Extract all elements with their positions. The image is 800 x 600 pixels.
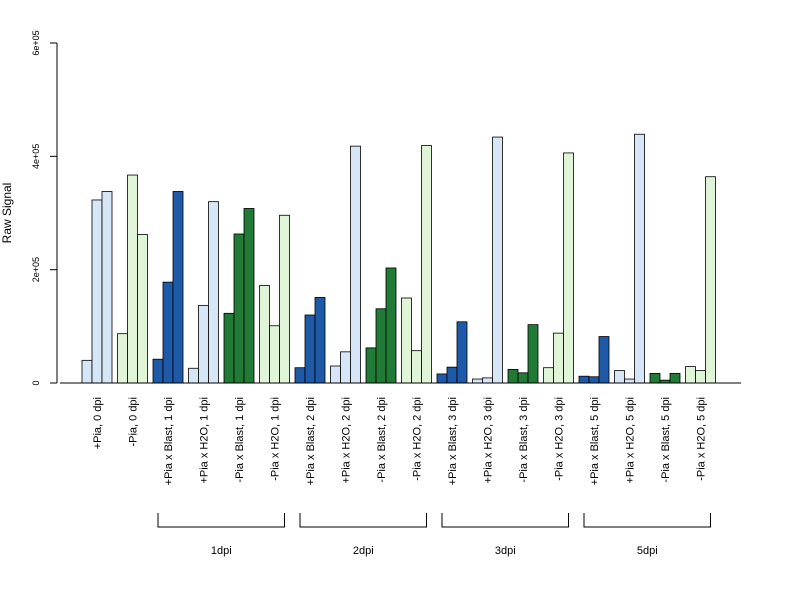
bar <box>137 234 148 384</box>
bar <box>649 372 661 384</box>
x-tick-label: +Pia x Blast, 5 dpi <box>589 397 601 485</box>
bar <box>685 366 696 384</box>
bar <box>695 370 706 384</box>
group-bracket <box>157 513 285 528</box>
y-tick-label: 0 <box>31 380 41 385</box>
bar <box>243 208 255 384</box>
y-tick-label: 2e+05 <box>31 257 41 282</box>
x-tick-label: -Pia x H2O, 1 dpi <box>270 397 282 481</box>
bar <box>330 365 341 384</box>
bar <box>421 145 432 384</box>
bar <box>350 145 361 384</box>
group-label: 2dpi <box>353 545 374 557</box>
bar <box>517 372 529 384</box>
x-tick-label: -Pia x H2O, 2 dpi <box>412 397 424 481</box>
x-tick-label: -Pia x Blast, 3 dpi <box>518 397 530 483</box>
bar <box>117 333 128 384</box>
bar <box>507 368 519 384</box>
bar <box>588 376 600 384</box>
bar <box>294 367 306 384</box>
bar <box>553 332 564 384</box>
x-tick-label: +Pia x Blast, 2 dpi <box>305 397 317 485</box>
bar <box>279 214 290 384</box>
bar <box>543 367 554 384</box>
group-brackets: 1dpi 2dpi 3dpi 5dpi <box>157 513 711 557</box>
bar <box>340 351 351 384</box>
bar <box>223 312 235 384</box>
bar <box>269 325 280 384</box>
x-tick-label: -Pia x Blast, 5 dpi <box>660 397 672 483</box>
bar <box>101 191 113 384</box>
bar <box>456 321 468 384</box>
bar <box>482 377 493 384</box>
x-tick-labels: +Pia, 0 dpi -Pia, 0 dpi +Pia x Blast, 1 dp… <box>92 397 708 485</box>
bar <box>436 373 448 384</box>
bar <box>81 359 93 384</box>
bar <box>172 191 184 384</box>
x-tick-label: +Pia x H2O, 2 dpi <box>341 397 353 484</box>
bar <box>162 281 174 384</box>
bar <box>634 133 645 384</box>
bar <box>365 347 377 384</box>
bar <box>578 375 590 384</box>
group-bracket <box>441 513 569 528</box>
bar <box>411 350 422 384</box>
bar <box>198 304 209 384</box>
bar <box>304 314 316 384</box>
x-tick-label: +Pia, 0 dpi <box>92 397 104 449</box>
y-axis: 0 2e+05 4e+05 6e+05 <box>31 30 58 386</box>
bar <box>492 136 503 384</box>
y-tick-label: 6e+05 <box>31 30 41 55</box>
bar <box>705 176 716 384</box>
bar <box>91 199 103 384</box>
x-tick-label: +Pia x H2O, 3 dpi <box>483 397 495 484</box>
bar <box>233 233 245 384</box>
bar <box>669 372 681 384</box>
bar <box>375 308 387 384</box>
bar <box>208 201 219 384</box>
bar <box>385 267 397 384</box>
bar <box>563 152 574 384</box>
bar <box>472 378 483 384</box>
bars <box>81 133 716 384</box>
group-bracket <box>299 513 427 528</box>
bar <box>446 366 458 384</box>
bar <box>624 378 635 384</box>
x-tick-label: +Pia x Blast, 3 dpi <box>447 397 459 485</box>
y-tick-label: 4e+05 <box>31 144 41 169</box>
x-tick-label: -Pia x Blast, 2 dpi <box>376 397 388 483</box>
bar <box>598 336 610 384</box>
x-tick-label: +Pia x H2O, 5 dpi <box>625 397 637 484</box>
bar <box>614 370 625 384</box>
group-label: 5dpi <box>637 545 658 557</box>
x-tick-label: -Pia x H2O, 3 dpi <box>554 397 566 481</box>
y-axis-label: Raw Signal <box>0 183 14 244</box>
group-label: 1dpi <box>211 545 232 557</box>
bar <box>127 174 138 384</box>
bar <box>314 297 326 384</box>
group-bracket <box>583 513 711 528</box>
x-tick-label: +Pia x H2O, 1 dpi <box>199 397 211 484</box>
x-tick-label: +Pia x Blast, 1 dpi <box>163 397 175 485</box>
bar <box>259 285 270 384</box>
x-tick-label: -Pia, 0 dpi <box>128 397 140 447</box>
x-tick-label: -Pia x Blast, 1 dpi <box>234 397 246 483</box>
bar <box>527 324 539 384</box>
x-tick-label: -Pia x H2O, 5 dpi <box>696 397 708 481</box>
group-label: 3dpi <box>495 545 516 557</box>
bar <box>188 367 199 384</box>
bar <box>152 358 164 384</box>
bar <box>401 297 412 384</box>
